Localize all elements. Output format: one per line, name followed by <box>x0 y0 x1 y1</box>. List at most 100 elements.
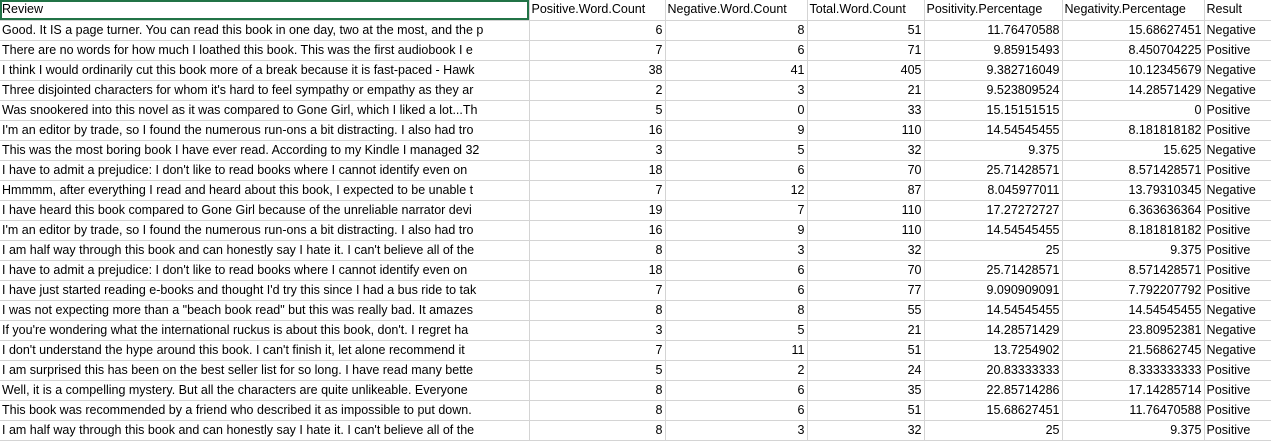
negative-word-count-cell[interactable]: 5 <box>665 140 808 161</box>
positive-word-count-cell[interactable]: 16 <box>529 220 666 241</box>
total-word-count-cell[interactable]: 21 <box>807 80 925 101</box>
review-cell[interactable]: This book was recommended by a friend wh… <box>0 400 530 421</box>
result-cell[interactable]: Negative <box>1204 20 1271 41</box>
review-cell[interactable]: There are no words for how much I loathe… <box>0 40 530 61</box>
review-cell[interactable]: I have to admit a prejudice: I don't lik… <box>0 160 530 181</box>
header-cell-total-word-count[interactable]: Total.Word.Count <box>807 0 925 21</box>
positive-word-count-cell[interactable]: 18 <box>529 260 666 281</box>
negativity-percentage-cell[interactable]: 7.792207792 <box>1062 280 1205 301</box>
positivity-percentage-cell[interactable]: 9.090909091 <box>924 280 1063 301</box>
negativity-percentage-cell[interactable]: 15.68627451 <box>1062 20 1205 41</box>
positivity-percentage-cell[interactable]: 25.71428571 <box>924 260 1063 281</box>
result-cell[interactable]: Positive <box>1204 200 1271 221</box>
negativity-percentage-cell[interactable]: 23.80952381 <box>1062 320 1205 341</box>
negativity-percentage-cell[interactable]: 8.450704225 <box>1062 40 1205 61</box>
positive-word-count-cell[interactable]: 8 <box>529 400 666 421</box>
header-cell-positive-word-count[interactable]: Positive.Word.Count <box>529 0 666 21</box>
result-cell[interactable]: Positive <box>1204 280 1271 301</box>
total-word-count-cell[interactable]: 32 <box>807 140 925 161</box>
negativity-percentage-cell[interactable]: 21.56862745 <box>1062 340 1205 361</box>
positive-word-count-cell[interactable]: 6 <box>529 20 666 41</box>
review-cell[interactable]: Three disjointed characters for whom it'… <box>0 80 530 101</box>
negativity-percentage-cell[interactable]: 9.375 <box>1062 240 1205 261</box>
positive-word-count-cell[interactable]: 18 <box>529 160 666 181</box>
result-cell[interactable]: Positive <box>1204 380 1271 401</box>
total-word-count-cell[interactable]: 51 <box>807 340 925 361</box>
negative-word-count-cell[interactable]: 7 <box>665 200 808 221</box>
result-cell[interactable]: Positive <box>1204 360 1271 381</box>
header-cell-positivity-percentage[interactable]: Positivity.Percentage <box>924 0 1063 21</box>
review-cell[interactable]: I'm an editor by trade, so I found the n… <box>0 220 530 241</box>
review-cell[interactable]: I'm an editor by trade, so I found the n… <box>0 120 530 141</box>
negativity-percentage-cell[interactable]: 13.79310345 <box>1062 180 1205 201</box>
negative-word-count-cell[interactable]: 6 <box>665 280 808 301</box>
total-word-count-cell[interactable]: 21 <box>807 320 925 341</box>
positivity-percentage-cell[interactable]: 14.54545455 <box>924 220 1063 241</box>
review-cell[interactable]: I am surprised this has been on the best… <box>0 360 530 381</box>
negative-word-count-cell[interactable]: 3 <box>665 80 808 101</box>
result-cell[interactable]: Negative <box>1204 80 1271 101</box>
positivity-percentage-cell[interactable]: 17.27272727 <box>924 200 1063 221</box>
total-word-count-cell[interactable]: 51 <box>807 400 925 421</box>
positive-word-count-cell[interactable]: 7 <box>529 40 666 61</box>
positive-word-count-cell[interactable]: 8 <box>529 240 666 261</box>
positive-word-count-cell[interactable]: 2 <box>529 80 666 101</box>
negative-word-count-cell[interactable]: 3 <box>665 240 808 261</box>
negative-word-count-cell[interactable]: 5 <box>665 320 808 341</box>
review-cell[interactable]: I have just started reading e-books and … <box>0 280 530 301</box>
negative-word-count-cell[interactable]: 3 <box>665 420 808 441</box>
positivity-percentage-cell[interactable]: 14.28571429 <box>924 320 1063 341</box>
review-cell[interactable]: I was not expecting more than a "beach b… <box>0 300 530 321</box>
positivity-percentage-cell[interactable]: 25.71428571 <box>924 160 1063 181</box>
review-cell[interactable]: I have heard this book compared to Gone … <box>0 200 530 221</box>
positive-word-count-cell[interactable]: 7 <box>529 340 666 361</box>
review-cell[interactable]: I have to admit a prejudice: I don't lik… <box>0 260 530 281</box>
total-word-count-cell[interactable]: 70 <box>807 160 925 181</box>
total-word-count-cell[interactable]: 110 <box>807 220 925 241</box>
negative-word-count-cell[interactable]: 6 <box>665 400 808 421</box>
negative-word-count-cell[interactable]: 6 <box>665 380 808 401</box>
result-cell[interactable]: Negative <box>1204 300 1271 321</box>
positivity-percentage-cell[interactable]: 15.68627451 <box>924 400 1063 421</box>
result-cell[interactable]: Positive <box>1204 240 1271 261</box>
negative-word-count-cell[interactable]: 8 <box>665 20 808 41</box>
result-cell[interactable]: Negative <box>1204 180 1271 201</box>
total-word-count-cell[interactable]: 32 <box>807 420 925 441</box>
review-cell[interactable]: If you're wondering what the internation… <box>0 320 530 341</box>
negative-word-count-cell[interactable]: 41 <box>665 60 808 81</box>
result-cell[interactable]: Positive <box>1204 40 1271 61</box>
total-word-count-cell[interactable]: 32 <box>807 240 925 261</box>
positive-word-count-cell[interactable]: 19 <box>529 200 666 221</box>
positivity-percentage-cell[interactable]: 14.54545455 <box>924 300 1063 321</box>
positivity-percentage-cell[interactable]: 8.045977011 <box>924 180 1063 201</box>
total-word-count-cell[interactable]: 110 <box>807 120 925 141</box>
positivity-percentage-cell[interactable]: 9.375 <box>924 140 1063 161</box>
negativity-percentage-cell[interactable]: 8.181818182 <box>1062 120 1205 141</box>
negative-word-count-cell[interactable]: 11 <box>665 340 808 361</box>
review-cell[interactable]: I am half way through this book and can … <box>0 420 530 441</box>
result-cell[interactable]: Positive <box>1204 160 1271 181</box>
negativity-percentage-cell[interactable]: 8.571428571 <box>1062 260 1205 281</box>
negativity-percentage-cell[interactable]: 10.12345679 <box>1062 60 1205 81</box>
review-cell[interactable]: Was snookered into this novel as it was … <box>0 100 530 121</box>
negative-word-count-cell[interactable]: 6 <box>665 160 808 181</box>
total-word-count-cell[interactable]: 87 <box>807 180 925 201</box>
result-cell[interactable]: Positive <box>1204 400 1271 421</box>
positive-word-count-cell[interactable]: 3 <box>529 140 666 161</box>
positivity-percentage-cell[interactable]: 14.54545455 <box>924 120 1063 141</box>
positive-word-count-cell[interactable]: 16 <box>529 120 666 141</box>
total-word-count-cell[interactable]: 71 <box>807 40 925 61</box>
total-word-count-cell[interactable]: 35 <box>807 380 925 401</box>
review-cell[interactable]: Hmmmm, after everything I read and heard… <box>0 180 530 201</box>
header-cell-negativity-percentage[interactable]: Negativity.Percentage <box>1062 0 1205 21</box>
review-cell[interactable]: I am half way through this book and can … <box>0 240 530 261</box>
result-cell[interactable]: Positive <box>1204 260 1271 281</box>
negative-word-count-cell[interactable]: 9 <box>665 120 808 141</box>
positive-word-count-cell[interactable]: 8 <box>529 420 666 441</box>
negative-word-count-cell[interactable]: 2 <box>665 360 808 381</box>
positivity-percentage-cell[interactable]: 25 <box>924 240 1063 261</box>
negative-word-count-cell[interactable]: 6 <box>665 40 808 61</box>
result-cell[interactable]: Positive <box>1204 220 1271 241</box>
negativity-percentage-cell[interactable]: 15.625 <box>1062 140 1205 161</box>
result-cell[interactable]: Positive <box>1204 120 1271 141</box>
